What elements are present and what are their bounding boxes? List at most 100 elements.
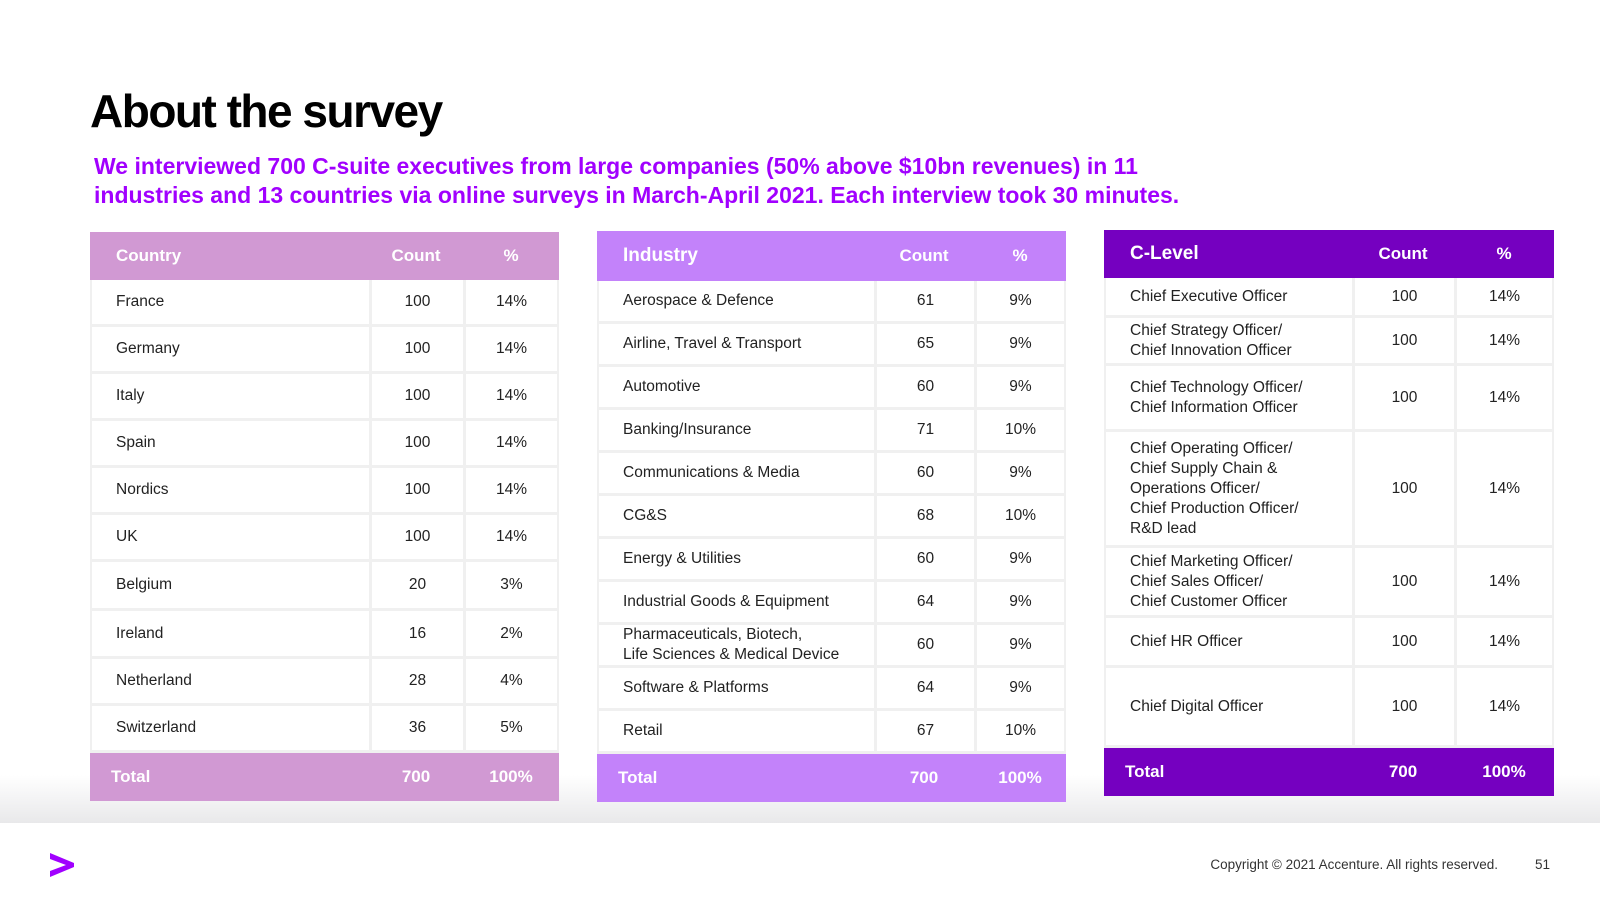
table-row: Aerospace & Defence 61 9%: [597, 281, 1066, 324]
table-row: Belgium 20 3%: [90, 562, 559, 611]
table-row: Chief HR Officer 100 14%: [1104, 618, 1554, 668]
row-percent: 14%: [1454, 278, 1554, 318]
row-label: Belgium: [90, 562, 369, 611]
row-label: Germany: [90, 327, 369, 374]
row-label: Chief HR Officer: [1104, 618, 1352, 668]
table-row: Ireland 16 2%: [90, 611, 559, 659]
row-label: Chief Technology Officer/Chief Informati…: [1104, 366, 1352, 432]
row-label: CG&S: [597, 496, 874, 539]
total-count: 700: [369, 753, 463, 801]
row-count: 100: [369, 374, 463, 421]
row-count: 100: [369, 421, 463, 468]
table-row: Banking/Insurance 71 10%: [597, 410, 1066, 453]
page-number: 51: [1534, 857, 1550, 872]
row-count: 71: [874, 410, 974, 453]
header-count: Count: [1352, 230, 1454, 278]
row-count: 64: [874, 668, 974, 711]
row-label: Switzerland: [90, 706, 369, 753]
row-label: Software & Platforms: [597, 668, 874, 711]
table-row: Germany 100 14%: [90, 327, 559, 374]
total-count: 700: [874, 754, 974, 802]
row-percent: 10%: [974, 496, 1066, 539]
row-count: 20: [369, 562, 463, 611]
row-count: 100: [1352, 548, 1454, 618]
row-percent: 9%: [974, 582, 1066, 625]
total-label: Total: [597, 754, 874, 802]
table-row: Industrial Goods & Equipment 64 9%: [597, 582, 1066, 625]
row-percent: 14%: [1454, 618, 1554, 668]
row-percent: 5%: [463, 706, 559, 753]
clevel-rows: Chief Executive Officer 100 14% Chief Strat…: [1104, 278, 1554, 748]
row-count: 100: [1352, 366, 1454, 432]
row-count: 100: [1352, 318, 1454, 366]
header-country: Country: [90, 232, 369, 280]
table-row: Chief Operating Officer/Chief Supply Cha…: [1104, 432, 1554, 548]
total-percent: 100%: [1454, 748, 1554, 796]
header-industry: Industry: [597, 231, 874, 281]
clevel-table: C-Level Count % Chief Executive Officer 1…: [1104, 230, 1554, 796]
row-count: 100: [369, 468, 463, 515]
row-percent: 2%: [463, 611, 559, 659]
table-row: Chief Executive Officer 100 14%: [1104, 278, 1554, 318]
row-label: UK: [90, 515, 369, 562]
table-row: Energy & Utilities 60 9%: [597, 539, 1066, 582]
row-count: 16: [369, 611, 463, 659]
row-percent: 14%: [1454, 668, 1554, 748]
row-percent: 9%: [974, 625, 1066, 668]
table-row: Chief Technology Officer/Chief Informati…: [1104, 366, 1554, 432]
row-count: 100: [1352, 668, 1454, 748]
row-count: 68: [874, 496, 974, 539]
row-percent: 9%: [974, 324, 1066, 367]
row-count: 67: [874, 711, 974, 754]
total-percent: 100%: [463, 753, 559, 801]
row-count: 100: [1352, 278, 1454, 318]
row-label: Banking/Insurance: [597, 410, 874, 453]
table-row: Communications & Media 60 9%: [597, 453, 1066, 496]
table-header-row: C-Level Count %: [1104, 230, 1554, 278]
header-count: Count: [369, 232, 463, 280]
row-percent: 10%: [974, 711, 1066, 754]
industry-rows: Aerospace & Defence 61 9% Airline, Travel &…: [597, 281, 1066, 754]
row-percent: 14%: [463, 515, 559, 562]
table-row: Italy 100 14%: [90, 374, 559, 421]
table-row: Retail 67 10%: [597, 711, 1066, 754]
header-clevel: C-Level: [1104, 230, 1352, 278]
survey-description: We interviewed 700 C-suite executives fr…: [94, 153, 1180, 208]
header-count: Count: [874, 231, 974, 281]
row-percent: 9%: [974, 281, 1066, 324]
table-row: Spain 100 14%: [90, 421, 559, 468]
row-count: 100: [1352, 618, 1454, 668]
row-count: 61: [874, 281, 974, 324]
total-percent: 100%: [974, 754, 1066, 802]
row-count: 100: [369, 327, 463, 374]
row-label: Industrial Goods & Equipment: [597, 582, 874, 625]
row-count: 64: [874, 582, 974, 625]
row-label: Energy & Utilities: [597, 539, 874, 582]
total-row: Total 700 100%: [597, 754, 1066, 802]
row-percent: 4%: [463, 659, 559, 706]
row-count: 60: [874, 625, 974, 668]
table-row: Chief Digital Officer 100 14%: [1104, 668, 1554, 748]
table-row: CG&S 68 10%: [597, 496, 1066, 539]
row-label: Chief Operating Officer/Chief Supply Cha…: [1104, 432, 1352, 548]
table-row: Pharmaceuticals, Biotech, Life Sciences &…: [597, 625, 1066, 668]
row-label: Pharmaceuticals, Biotech, Life Sciences &…: [597, 625, 874, 668]
table-row: Netherland 28 4%: [90, 659, 559, 706]
table-row: UK 100 14%: [90, 515, 559, 562]
row-label: Chief Executive Officer: [1104, 278, 1352, 318]
row-label: Chief Digital Officer: [1104, 668, 1352, 748]
header-percent: %: [463, 232, 559, 280]
footer: Copyright © 2021 Accenture. All rights r…: [0, 823, 1600, 900]
industry-table: Industry Count % Aerospace & Defence 61 9%…: [597, 231, 1066, 802]
row-percent: 9%: [974, 453, 1066, 496]
row-count: 60: [874, 367, 974, 410]
row-label: Retail: [597, 711, 874, 754]
row-percent: 10%: [974, 410, 1066, 453]
row-label: Spain: [90, 421, 369, 468]
row-label: Netherland: [90, 659, 369, 706]
row-percent: 14%: [463, 327, 559, 374]
row-count: 28: [369, 659, 463, 706]
row-label: Italy: [90, 374, 369, 421]
total-label: Total: [90, 753, 369, 801]
total-label: Total: [1104, 748, 1352, 796]
